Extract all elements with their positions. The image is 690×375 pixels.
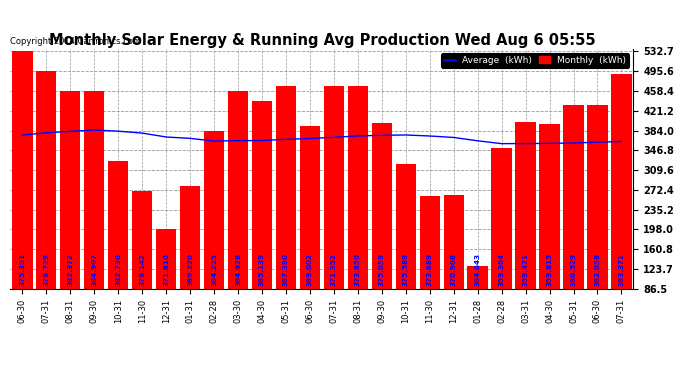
Text: 375.391: 375.391	[19, 253, 26, 286]
Bar	[228, 91, 248, 289]
Bar	[108, 160, 128, 289]
Bar	[515, 122, 535, 289]
Text: 373.650: 373.650	[355, 253, 361, 286]
Text: 370.908: 370.908	[451, 253, 457, 286]
Bar	[36, 71, 57, 289]
Text: 364.643: 364.643	[475, 253, 481, 286]
Bar	[467, 266, 488, 289]
Bar	[299, 126, 320, 289]
Text: 363.371: 363.371	[618, 253, 624, 286]
Bar	[156, 230, 177, 289]
Bar	[204, 130, 224, 289]
Text: 367.390: 367.390	[283, 253, 289, 286]
Bar	[587, 105, 608, 289]
Bar	[563, 105, 584, 289]
Text: 360.529: 360.529	[571, 253, 577, 286]
Text: 382.730: 382.730	[115, 253, 121, 286]
Bar	[444, 195, 464, 289]
Text: 382.372: 382.372	[67, 253, 73, 286]
Bar	[324, 86, 344, 289]
Text: 379.142: 379.142	[139, 253, 145, 286]
Text: 371.810: 371.810	[163, 253, 169, 286]
Bar	[252, 101, 272, 289]
Bar	[84, 91, 104, 289]
Text: 369.002: 369.002	[307, 253, 313, 286]
Text: 359.304: 359.304	[499, 253, 504, 286]
Text: 364.928: 364.928	[235, 253, 241, 286]
Text: 375.589: 375.589	[403, 253, 408, 286]
Text: 364.225: 364.225	[211, 253, 217, 286]
Text: 359.471: 359.471	[522, 253, 529, 286]
Text: 359.815: 359.815	[546, 253, 553, 286]
Bar	[60, 91, 81, 289]
Text: 375.059: 375.059	[379, 253, 385, 286]
Bar	[132, 190, 152, 289]
Bar	[611, 74, 631, 289]
Bar	[180, 186, 200, 289]
Text: 365.139: 365.139	[259, 253, 265, 286]
Legend: Average  (kWh), Monthly  (kWh): Average (kWh), Monthly (kWh)	[442, 53, 629, 68]
Bar	[348, 86, 368, 289]
Text: 362.058: 362.058	[595, 253, 600, 286]
Text: 379.729: 379.729	[43, 253, 49, 286]
Bar	[12, 51, 32, 289]
Text: Copyright 2014 Cartronics.com: Copyright 2014 Cartronics.com	[10, 38, 141, 46]
Text: 384.907: 384.907	[91, 253, 97, 286]
Bar	[491, 147, 512, 289]
Title: Monthly Solar Energy & Running Avg Production Wed Aug 6 05:55: Monthly Solar Energy & Running Avg Produ…	[48, 33, 595, 48]
Bar	[372, 123, 392, 289]
Bar	[540, 124, 560, 289]
Bar	[420, 196, 440, 289]
Bar	[395, 164, 416, 289]
Text: 371.352: 371.352	[331, 253, 337, 286]
Bar	[276, 86, 296, 289]
Text: 369.220: 369.220	[187, 253, 193, 286]
Text: 373.689: 373.689	[426, 253, 433, 286]
